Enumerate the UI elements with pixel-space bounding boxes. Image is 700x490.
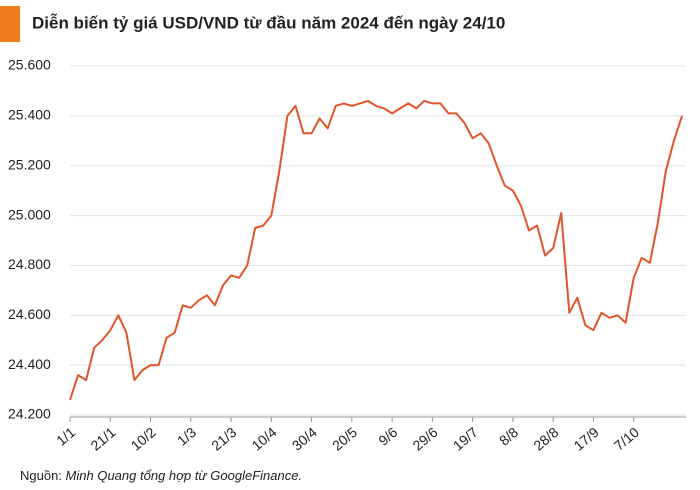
x-tick-label: 9/6 xyxy=(375,424,400,449)
x-tick-label: 8/8 xyxy=(496,424,521,449)
x-tick-label: 28/8 xyxy=(530,424,561,454)
x-tick-label: 20/5 xyxy=(329,424,360,454)
x-tick-label: 21/3 xyxy=(208,424,239,454)
y-tick-label: 24.600 xyxy=(8,306,51,322)
line-series xyxy=(69,99,683,401)
x-tick-label: 10/2 xyxy=(128,424,159,454)
title-accent xyxy=(0,6,20,42)
chart-title: Diễn biến tỷ giá USD/VND từ đầu năm 2024… xyxy=(32,13,505,32)
x-tick-label: 19/7 xyxy=(450,424,481,454)
x-tick-label: 21/1 xyxy=(87,424,118,454)
x-tick-label: 30/4 xyxy=(289,424,320,454)
y-tick-label: 25.600 xyxy=(8,57,51,73)
y-tick-label: 24.800 xyxy=(8,256,51,272)
source: Nguồn: Minh Quang tổng hợp từ GoogleFina… xyxy=(20,468,302,483)
y-tick-label: 25.400 xyxy=(8,107,51,123)
y-tick-label: 25.000 xyxy=(8,206,51,222)
y-tick-label: 25.200 xyxy=(8,156,51,172)
source-label: Nguồn: xyxy=(20,468,62,483)
y-tick-label: 24.400 xyxy=(8,356,51,372)
source-text: Minh Quang tổng hợp từ GoogleFinance. xyxy=(66,468,303,483)
x-tick-label: 29/6 xyxy=(410,424,441,454)
x-tick-label: 7/10 xyxy=(611,424,642,454)
x-tick-label: 1/1 xyxy=(53,424,78,449)
x-tick-label: 17/9 xyxy=(571,424,602,454)
x-tick-label: 10/4 xyxy=(248,424,279,454)
y-tick-label: 24.200 xyxy=(8,406,51,422)
x-tick-label: 1/3 xyxy=(174,424,199,449)
